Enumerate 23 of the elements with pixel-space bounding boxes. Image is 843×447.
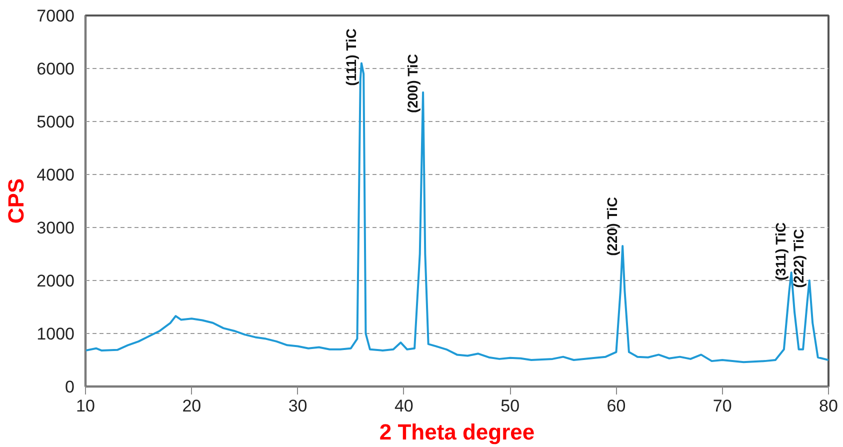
y-axis-title: CPS (4, 178, 29, 224)
y-tick-label: 3000 (36, 218, 75, 238)
x-tick-label: 10 (76, 396, 95, 416)
annotation: (111) TiC (342, 28, 359, 86)
x-tick-label: 30 (288, 396, 308, 416)
x-axis-title: 2 Theta degree (379, 420, 535, 444)
x-tick-label: 80 (819, 396, 838, 416)
y-tick-label: 4000 (36, 166, 75, 184)
y-tick-label: 5000 (36, 112, 75, 132)
x-tick-label: 60 (606, 396, 626, 416)
x-tick-label: 20 (182, 396, 202, 416)
y-tick-label: 6000 (36, 60, 75, 78)
y-tick-label: 0 (65, 378, 75, 396)
x-tick-label: 40 (394, 396, 414, 416)
y-tick-label: 2000 (36, 272, 75, 290)
y-tick-label: 1000 (36, 324, 75, 344)
y-tick-label: 7000 (36, 6, 75, 26)
x-tick-label: 70 (712, 396, 732, 416)
annotation: (311) TiC (772, 222, 789, 281)
annotation: (220) TiC (604, 197, 620, 256)
annotation: (222) TiC (790, 229, 807, 288)
annotation: (200) TiC (404, 54, 420, 113)
x-tick-label: 50 (500, 396, 520, 416)
